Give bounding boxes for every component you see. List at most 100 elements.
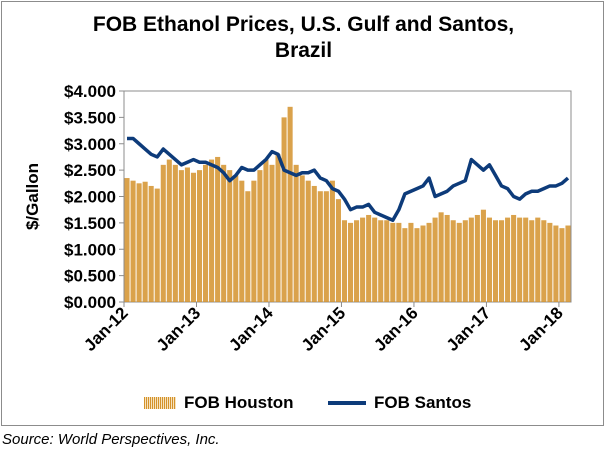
bar-fob-houston bbox=[148, 185, 154, 302]
x-tick-label: Jan-16 bbox=[370, 303, 422, 355]
bar-fob-houston bbox=[209, 159, 215, 302]
bar-fob-houston bbox=[468, 217, 474, 302]
bar-fob-houston bbox=[233, 175, 239, 302]
bar-fob-houston bbox=[251, 180, 257, 302]
bar-fob-houston bbox=[130, 180, 136, 302]
y-tick-label: $1.000 bbox=[64, 240, 116, 259]
bar-fob-houston bbox=[190, 172, 197, 302]
bar-fob-houston bbox=[372, 217, 378, 302]
bar-fob-houston bbox=[227, 170, 233, 302]
bar-fob-houston bbox=[450, 220, 456, 302]
x-tick-label: Jan-18 bbox=[515, 303, 567, 355]
bar-fob-houston bbox=[196, 170, 203, 302]
bar-fob-houston bbox=[305, 180, 311, 302]
bar-fob-houston bbox=[275, 154, 281, 302]
bar-fob-houston bbox=[354, 220, 360, 302]
x-tick-label: Jan-15 bbox=[298, 303, 350, 355]
bar-fob-houston bbox=[124, 178, 130, 302]
bar-fob-houston bbox=[347, 222, 354, 302]
bar-fob-houston bbox=[215, 156, 221, 302]
legend-label-santos: FOB Santos bbox=[374, 393, 472, 412]
chart-plot: $0.000 $0.500 $1.000 $1.500 $2.000 $2.500 $3.0… bbox=[23, 82, 572, 355]
y-tick-label: $1.500 bbox=[64, 214, 116, 233]
y-tick-label: $0.000 bbox=[64, 293, 116, 312]
y-tick-label: $2.500 bbox=[64, 161, 116, 180]
bar-fob-houston bbox=[565, 225, 571, 302]
bar-fob-houston bbox=[154, 188, 160, 302]
bar-fob-houston bbox=[178, 170, 184, 302]
bar-fob-houston bbox=[281, 117, 287, 302]
bar-fob-houston bbox=[317, 191, 323, 302]
chart-legend: FOB Houston FOB Santos bbox=[0, 392, 607, 414]
bar-fob-houston bbox=[492, 220, 499, 302]
bar-fob-houston bbox=[184, 167, 190, 302]
bar-fob-houston bbox=[166, 159, 172, 302]
bar-fob-houston bbox=[517, 217, 523, 302]
bar-fob-houston bbox=[378, 220, 384, 302]
bar-fob-houston bbox=[474, 214, 480, 302]
bar-fob-houston bbox=[414, 228, 420, 302]
bar-fob-houston bbox=[486, 217, 492, 302]
y-tick-label: $4.000 bbox=[64, 82, 116, 101]
y-tick-label: $0.500 bbox=[64, 267, 116, 286]
bar-fob-houston bbox=[160, 164, 166, 302]
bar-fob-houston bbox=[263, 159, 269, 302]
bar-fob-houston bbox=[360, 217, 366, 302]
bar-fob-houston bbox=[329, 180, 335, 302]
bar-fob-houston bbox=[221, 164, 227, 302]
bar-fob-houston bbox=[456, 222, 462, 302]
bar-fob-houston bbox=[432, 217, 438, 302]
legend-item-houston: FOB Houston bbox=[144, 392, 294, 414]
bar-fob-houston bbox=[480, 209, 486, 302]
bar-fob-houston bbox=[553, 225, 559, 302]
bar-fob-houston bbox=[535, 217, 541, 302]
bar-fob-houston bbox=[136, 183, 142, 302]
chart-title-line-1: FOB Ethanol Prices, U.S. Gulf and Santos… bbox=[92, 13, 515, 36]
bar-fob-houston bbox=[541, 220, 547, 302]
source-note: Source: World Perspectives, Inc. bbox=[2, 431, 220, 448]
bar-fob-houston bbox=[529, 220, 535, 302]
x-tick-label: Jan-14 bbox=[225, 303, 277, 355]
bar-fob-houston bbox=[335, 199, 341, 302]
y-tick-label: $2.000 bbox=[64, 188, 116, 207]
legend-swatch-houston bbox=[144, 397, 176, 409]
bar-fob-houston bbox=[269, 164, 275, 302]
bar-fob-houston bbox=[547, 222, 553, 302]
bar-fob-houston bbox=[426, 222, 432, 302]
bar-fob-houston bbox=[384, 220, 390, 302]
bar-fob-houston bbox=[402, 228, 408, 302]
line-fob-santos bbox=[127, 136, 570, 222]
chart-frame bbox=[1, 1, 604, 426]
bar-fob-houston bbox=[396, 222, 402, 302]
bar-fob-houston bbox=[299, 175, 305, 302]
y-tick-label: $3.500 bbox=[64, 108, 116, 127]
y-tick-label: $3.000 bbox=[64, 135, 116, 154]
bar-fob-houston bbox=[444, 214, 450, 302]
bar-fob-houston bbox=[142, 181, 148, 302]
x-tick-label: Jan-17 bbox=[443, 303, 495, 355]
legend-swatch-santos bbox=[328, 401, 366, 405]
y-axis-label: $/Gallon bbox=[23, 163, 42, 230]
bar-fob-houston bbox=[408, 222, 414, 302]
bar-fob-houston bbox=[511, 214, 517, 302]
bar-fob-houston bbox=[323, 191, 329, 302]
bar-fob-houston bbox=[462, 220, 468, 302]
bar-fob-houston bbox=[390, 222, 396, 302]
bar-fob-houston bbox=[420, 225, 426, 302]
bar-fob-houston bbox=[257, 170, 263, 302]
bar-fob-houston bbox=[293, 164, 299, 302]
legend-item-santos: FOB Santos bbox=[328, 392, 471, 414]
bar-fob-houston bbox=[341, 220, 348, 302]
bar-fob-houston bbox=[559, 228, 565, 302]
bar-fob-houston bbox=[245, 191, 251, 302]
bar-fob-houston bbox=[505, 217, 511, 302]
chart-title-line-2: Brazil bbox=[274, 39, 333, 62]
bar-fob-houston bbox=[498, 220, 505, 302]
bar-fob-houston bbox=[203, 164, 209, 302]
bar-fob-houston bbox=[239, 180, 245, 302]
bar-fob-houston bbox=[523, 217, 529, 302]
bar-fob-houston bbox=[287, 106, 293, 302]
bar-fob-houston bbox=[366, 214, 372, 302]
legend-label-houston: FOB Houston bbox=[184, 393, 294, 412]
x-tick-label: Jan-13 bbox=[153, 303, 205, 355]
